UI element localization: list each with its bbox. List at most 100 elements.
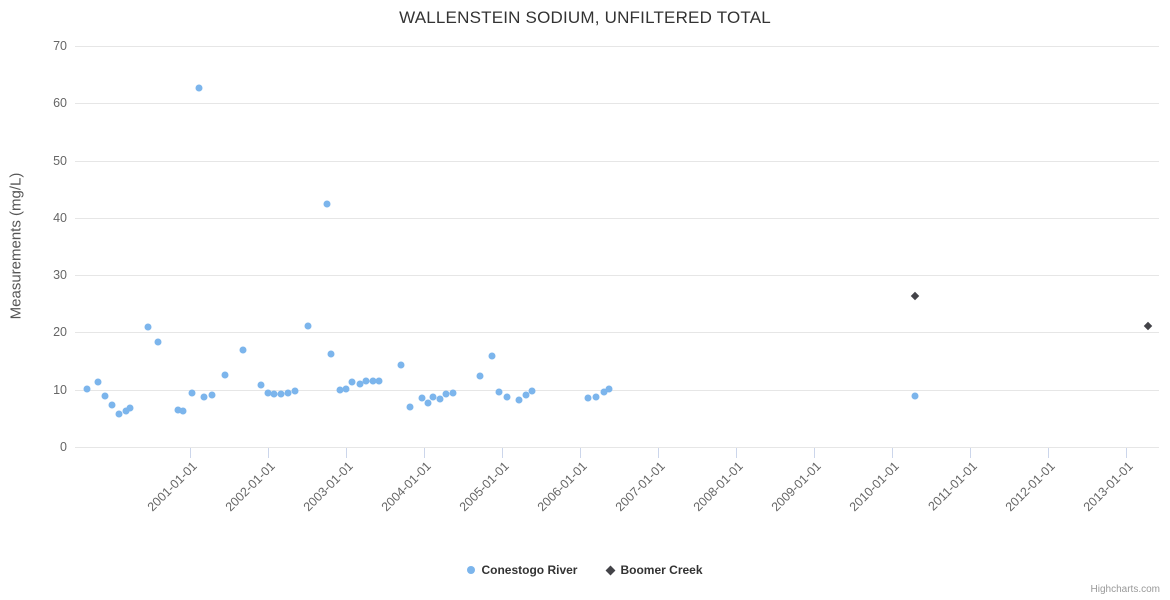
x-axis-tick-label: 2013-01-01 (1080, 459, 1137, 515)
data-point-conestogo-river[interactable] (397, 361, 405, 369)
data-point-conestogo-river[interactable] (154, 338, 162, 346)
x-axis-tick-label: 2006-01-01 (534, 459, 590, 515)
data-point-conestogo-river[interactable] (362, 377, 370, 385)
data-point-conestogo-river[interactable] (375, 377, 383, 385)
x-axis-tick-label: 2004-01-01 (378, 459, 434, 515)
x-axis-tick (814, 448, 816, 458)
chart-title: WALLENSTEIN SODIUM, UNFILTERED TOTAL (399, 8, 771, 27)
data-point-conestogo-river[interactable] (179, 407, 187, 415)
y-axis-tick-label: 10 (53, 382, 67, 397)
data-point-conestogo-river[interactable] (356, 380, 364, 388)
y-gridline (75, 389, 1159, 391)
legend-item-conestogo-river[interactable]: Conestogo River (467, 563, 577, 577)
data-point-conestogo-river[interactable] (188, 389, 196, 397)
x-axis-tick (423, 448, 425, 458)
x-axis-tick-label: 2008-01-01 (690, 459, 746, 515)
y-gridline (75, 275, 1159, 277)
data-point-conestogo-river[interactable] (336, 386, 344, 394)
data-point-conestogo-river[interactable] (442, 390, 450, 398)
data-point-conestogo-river[interactable] (342, 385, 350, 393)
x-axis-tick-label: 2009-01-01 (768, 459, 824, 515)
data-point-conestogo-river[interactable] (522, 391, 530, 399)
y-axis-labels: 0 10 20 30 40 50 60 70 (0, 39, 67, 454)
data-point-conestogo-river[interactable] (144, 323, 152, 331)
data-point-conestogo-river[interactable] (369, 377, 377, 385)
x-axis-tick (892, 448, 894, 458)
data-point-conestogo-river[interactable] (584, 394, 592, 402)
data-point-conestogo-river[interactable] (528, 387, 536, 395)
y-axis-tick-label: 20 (53, 325, 67, 340)
data-point-conestogo-river[interactable] (277, 390, 285, 398)
x-axis-tick-label: 2003-01-01 (300, 459, 356, 515)
data-point-conestogo-river[interactable] (503, 393, 511, 401)
data-point-conestogo-river[interactable] (115, 410, 123, 418)
data-point-conestogo-river[interactable] (418, 394, 425, 402)
data-point-conestogo-river[interactable] (327, 350, 335, 358)
x-axis-tick-label: 2012-01-01 (1002, 459, 1059, 515)
data-point-conestogo-river[interactable] (429, 393, 437, 401)
data-point-conestogo-river[interactable] (174, 406, 182, 414)
x-axis-tick (1126, 448, 1128, 458)
data-point-conestogo-river[interactable] (476, 372, 484, 380)
legend-label: Boomer Creek (620, 563, 703, 577)
data-point-conestogo-river[interactable] (291, 387, 299, 395)
y-gridline (75, 217, 1159, 219)
x-axis-tick (267, 448, 269, 458)
legend-label: Conestogo River (481, 563, 578, 577)
legend: Conestogo River Boomer Creek (0, 563, 1170, 577)
data-point-conestogo-river[interactable] (488, 352, 496, 360)
data-point-conestogo-river[interactable] (126, 404, 134, 412)
data-point-conestogo-river[interactable] (495, 388, 503, 396)
data-point-conestogo-river[interactable] (270, 390, 278, 398)
x-axis-tick-label: 2002-01-01 (222, 459, 278, 515)
x-axis-tick-label: 2007-01-01 (612, 459, 668, 515)
data-point-conestogo-river[interactable] (911, 392, 919, 400)
data-point-conestogo-river[interactable] (122, 407, 130, 415)
data-point-conestogo-river[interactable] (257, 381, 265, 389)
y-axis-tick-label: 60 (53, 96, 67, 111)
circle-marker-icon (467, 566, 476, 574)
y-gridline (75, 103, 1159, 105)
y-gridline (75, 332, 1159, 334)
data-point-conestogo-river[interactable] (600, 388, 608, 396)
data-point-conestogo-river[interactable] (101, 392, 109, 400)
data-point-conestogo-river[interactable] (195, 84, 203, 92)
x-axis-labels: 2001-01-01 2002-01-01 2003-01-01 2004-01-01… (75, 456, 1159, 551)
data-point-conestogo-river[interactable] (239, 346, 247, 354)
data-point-conestogo-river[interactable] (221, 371, 229, 379)
data-point-conestogo-river[interactable] (436, 395, 444, 403)
data-point-conestogo-river[interactable] (592, 393, 600, 401)
data-point-conestogo-river[interactable] (264, 389, 272, 397)
x-axis-tick-label: 2010-01-01 (846, 459, 902, 515)
data-point-conestogo-river[interactable] (424, 399, 432, 407)
data-point-conestogo-river[interactable] (605, 385, 613, 393)
x-axis-tick (1048, 448, 1050, 458)
y-axis-tick-label: 40 (53, 210, 67, 225)
highcharts-credit-link[interactable]: Highcharts.com (1090, 584, 1160, 595)
data-point-conestogo-river[interactable] (108, 401, 116, 409)
x-axis-tick (579, 448, 581, 458)
data-point-conestogo-river[interactable] (208, 391, 216, 399)
data-point-conestogo-river[interactable] (83, 385, 91, 393)
data-point-conestogo-river[interactable] (515, 396, 523, 404)
x-axis-tick (970, 448, 972, 458)
data-point-conestogo-river[interactable] (304, 322, 312, 330)
x-axis-tick (657, 448, 659, 458)
data-point-conestogo-river[interactable] (406, 403, 414, 411)
y-gridline (75, 46, 1159, 47)
data-point-boomer-creek[interactable] (1143, 321, 1153, 330)
x-axis-tick (501, 448, 503, 458)
data-point-conestogo-river[interactable] (449, 389, 457, 397)
legend-item-boomer-creek[interactable]: Boomer Creek (606, 563, 703, 577)
diamond-marker-icon (606, 565, 616, 575)
data-point-conestogo-river[interactable] (323, 200, 331, 208)
data-point-conestogo-river[interactable] (200, 393, 208, 401)
data-point-conestogo-river[interactable] (94, 378, 102, 386)
plot-area (75, 46, 1159, 458)
x-axis-tick-label: 2001-01-01 (144, 459, 200, 515)
data-point-boomer-creek[interactable] (910, 292, 919, 301)
data-point-conestogo-river[interactable] (284, 389, 292, 397)
x-axis-tick (189, 448, 191, 458)
data-point-conestogo-river[interactable] (348, 378, 356, 386)
